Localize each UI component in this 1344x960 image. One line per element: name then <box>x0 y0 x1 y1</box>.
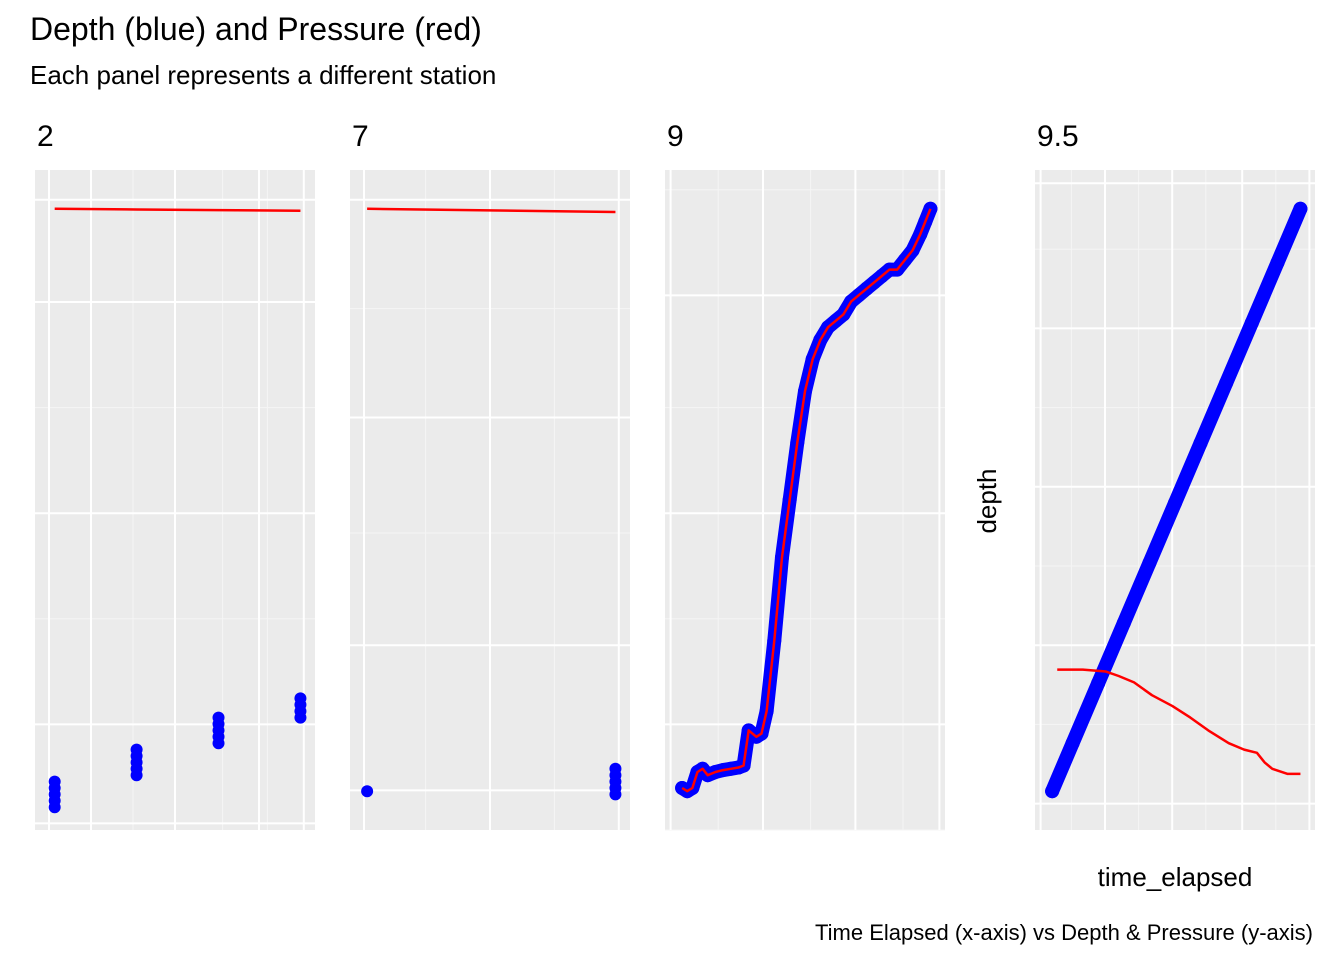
depth-point <box>1193 435 1208 450</box>
panel-label: 7 <box>352 120 369 153</box>
panel-label: 2 <box>37 120 54 153</box>
depth-point <box>1065 736 1080 751</box>
chart-subtitle: Each panel represents a different statio… <box>30 60 496 90</box>
panel-label: 9.5 <box>1037 120 1079 153</box>
pressure-line <box>681 208 932 793</box>
panel-label: 9 <box>667 120 684 153</box>
panel-background <box>665 170 945 830</box>
depth-point <box>1168 496 1182 511</box>
chart-caption: Time Elapsed (x-axis) vs Depth & Pressur… <box>815 920 1313 945</box>
x-axis-label: time_elapsed <box>1098 862 1253 892</box>
chart-title: Depth (blue) and Pressure (red) <box>30 11 482 47</box>
depth-point <box>1270 255 1285 270</box>
depth-point <box>48 775 61 788</box>
y-axis-label: depth <box>972 468 1002 533</box>
pressure-line <box>54 207 301 212</box>
pressure-line <box>367 207 616 214</box>
depth-point <box>609 762 622 775</box>
depth-point <box>1045 784 1060 799</box>
depth-point <box>1116 616 1131 631</box>
panel-2: 7 <box>350 120 630 830</box>
depth-point <box>1091 676 1106 691</box>
depth-point <box>1219 375 1234 390</box>
depth-point <box>361 785 374 798</box>
panel-1: 2 <box>35 120 315 830</box>
depth-point <box>130 743 143 756</box>
pressure-line <box>1057 668 1301 776</box>
depth-point <box>1142 556 1157 571</box>
depth-point <box>1244 315 1259 330</box>
depth-point <box>212 711 225 724</box>
depth-point <box>294 692 307 705</box>
panels-group: 2 7 9 9.5 <box>35 120 1315 831</box>
panel-3: 9 <box>665 120 945 831</box>
depth-point <box>1293 201 1308 216</box>
panel-4: 9.5 <box>1035 120 1315 830</box>
